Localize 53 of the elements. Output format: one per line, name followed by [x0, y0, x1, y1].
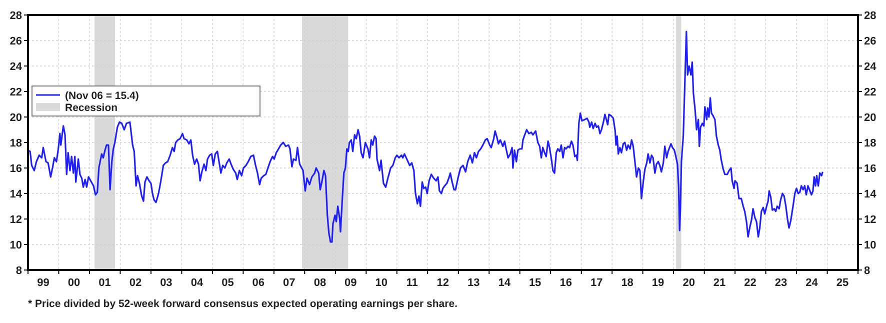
y2-tick-label: 26: [864, 36, 876, 48]
x-tick-label: 01: [98, 277, 111, 289]
y-tick-label: 16: [10, 163, 22, 175]
y2-tick-label: 28: [864, 10, 876, 22]
x-tick-label: 02: [129, 277, 142, 289]
y-tick-label: 28: [10, 10, 22, 22]
y-tick-label: 18: [10, 138, 22, 150]
y2-tick-label: 18: [864, 138, 876, 150]
x-tick-label: 22: [744, 277, 756, 289]
x-tick-label: 07: [283, 277, 296, 289]
x-tick-label: 19: [652, 277, 664, 289]
x-tick-label: 17: [590, 277, 603, 289]
y2-tick-label: 22: [864, 86, 876, 98]
x-tick-label: 13: [468, 277, 480, 289]
x-tick-label: 05: [222, 277, 234, 289]
x-tick-label: 06: [252, 277, 265, 289]
x-tick-label: 15: [528, 277, 542, 289]
y2-tick-label: 8: [864, 265, 870, 277]
band-label: Recession: [65, 102, 118, 114]
y-tick-label: 10: [10, 240, 22, 252]
x-tick-label: 10: [375, 277, 388, 289]
x-tick-label: 14: [498, 277, 512, 289]
y2-tick-label: 24: [864, 61, 878, 73]
y2-tick-label: 12: [864, 214, 876, 226]
x-tick-label: 20: [682, 277, 695, 289]
x-tick-label: 03: [160, 277, 172, 289]
x-tick-label: 04: [190, 277, 204, 289]
x-tick-label: 00: [68, 277, 80, 289]
text: * Price divided by 52-week forward consensus expected operating earnings per share.: [28, 298, 458, 310]
line-series: [27, 30, 824, 243]
x-tick-label: 11: [406, 277, 418, 289]
x-tick-label: 12: [436, 277, 450, 289]
y-tick-label: 24: [10, 61, 23, 73]
y2-tick-label: 10: [864, 240, 876, 252]
y-tick-label: 14: [10, 188, 23, 200]
x-tick-label: 21: [713, 277, 726, 289]
x-tick-label: 99: [37, 277, 50, 289]
x-tick-label: 24: [806, 277, 819, 289]
y2-tick-label: 14: [864, 188, 878, 200]
y-tick-label: 22: [10, 86, 22, 98]
legend-label: (Nov 06 = 15.4): [65, 90, 139, 102]
x-tick-label: 18: [621, 277, 634, 289]
x-tick-label: 23: [774, 277, 788, 289]
x-tick-label: 25: [836, 277, 849, 289]
y-tick-label: 12: [10, 214, 22, 226]
x-tick-label: 09: [344, 277, 357, 289]
y2-tick-label: 20: [864, 112, 876, 124]
y-tick-label: 20: [10, 112, 22, 124]
x-tick-label: 16: [560, 277, 572, 289]
x-tick-label: 08: [314, 277, 326, 289]
y2-tick-label: 16: [864, 163, 876, 175]
y-tick-label: 26: [10, 36, 22, 48]
y-tick-label: 8: [16, 265, 22, 277]
